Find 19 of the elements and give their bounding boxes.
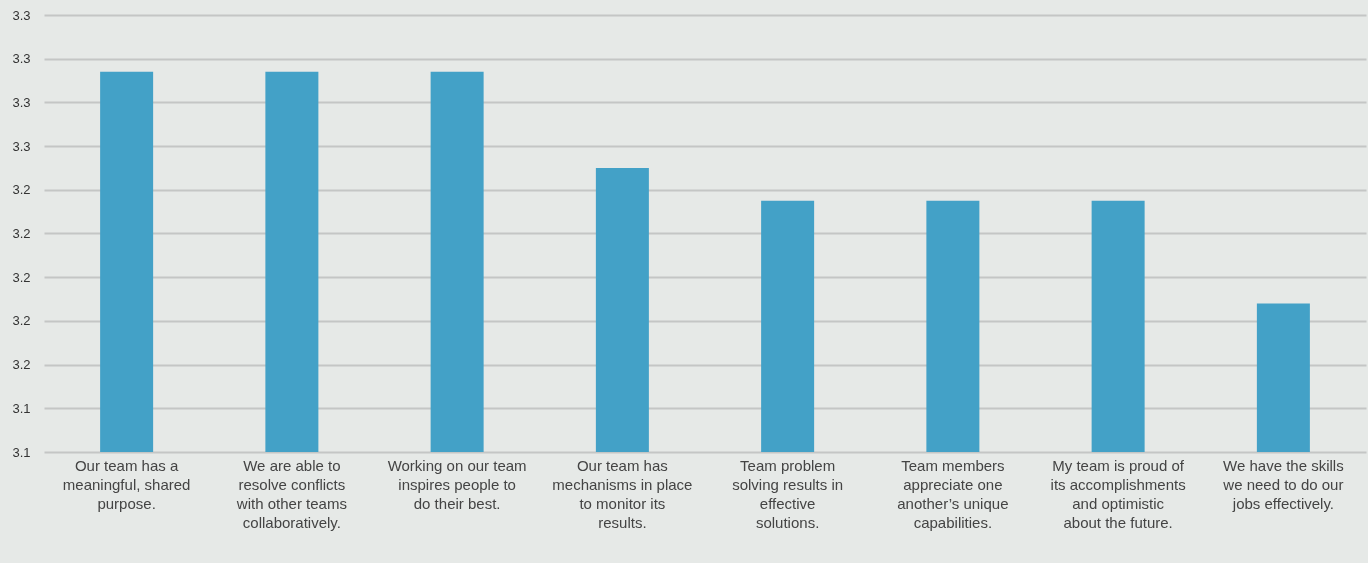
x-tick-label: We have the skills we need to do our jobs effectively. (1222, 456, 1344, 512)
y-tick-label: 3.2 (12, 269, 31, 285)
x-tick-label: My team is proud of its accomplishments and optimistic about the future. (1050, 456, 1186, 531)
x-tick-label: Our team has a meaningful, shared purpose. (62, 456, 191, 512)
y-tick-label: 3.3 (12, 94, 31, 110)
x-tick-label: Team problem solving results in effective solutions. (732, 456, 844, 531)
y-tick-label: 3.2 (12, 182, 31, 198)
y-tick-label: 3.2 (12, 313, 31, 329)
x-tick-label: We are able to resolve conflicts with other teams collaboratively. (235, 456, 347, 531)
y-tick-label: 3.2 (12, 357, 31, 373)
y-tick-label: 3.3 (12, 7, 31, 23)
x-tick-label: Team members appreciate one another’s unique capabilities. (897, 456, 1009, 531)
x-tick-label: Working on our team inspires people to do their best. (387, 456, 527, 512)
y-tick-label: 3.1 (12, 400, 31, 416)
y-tick-label: 3.3 (12, 138, 31, 154)
y-tick-label: 3.1 (12, 444, 31, 460)
y-tick-label: 3.3 (12, 51, 31, 67)
y-tick-label: 3.2 (12, 226, 31, 241)
x-tick-label: Our team has mechanisms in place to monitor its results. (552, 456, 693, 531)
